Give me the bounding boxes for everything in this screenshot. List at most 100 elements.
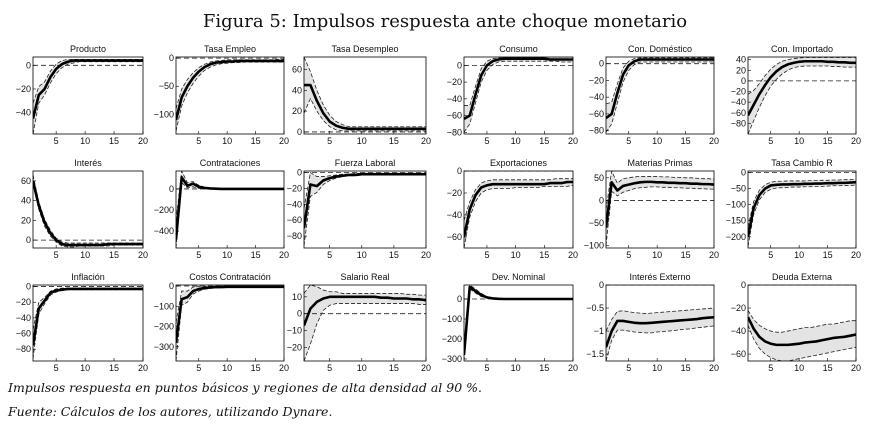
panel-consumo: Consumo 5 10 15 20 −80 −60 −40 −20 0 xyxy=(447,44,578,146)
x-tick-label: 5 xyxy=(54,250,59,260)
confidence-band xyxy=(33,288,143,359)
axes-frame xyxy=(175,170,285,249)
y-tick-label: −20 xyxy=(731,303,746,313)
y-tick-label: 40 xyxy=(292,85,302,95)
y-tick-label: −20 xyxy=(731,87,746,97)
mean-response-line xyxy=(176,59,284,121)
x-tick-label: 20 xyxy=(568,136,578,146)
x-tick-label: 15 xyxy=(539,363,549,373)
panel-title: Tasa Empleo xyxy=(204,44,256,54)
y-tick-label: 60 xyxy=(292,64,302,74)
panel-title: Interés xyxy=(74,158,102,168)
upper-bound-line xyxy=(176,171,284,221)
y-tick-label: −300 xyxy=(442,354,462,364)
x-tick-label: 20 xyxy=(138,363,148,373)
axes-frame xyxy=(747,56,857,135)
y-tick-label: −40 xyxy=(447,210,462,220)
y-tick-label: 0 xyxy=(599,280,604,290)
plot-area xyxy=(304,57,426,133)
y-tick-label: −40 xyxy=(731,326,746,336)
y-tick-label: −400 xyxy=(154,226,174,236)
x-tick-label: 20 xyxy=(851,250,861,260)
panel-title: Inflación xyxy=(71,272,105,282)
y-tick-label: −50 xyxy=(589,218,604,228)
y-tick-label: −40 xyxy=(447,94,462,104)
y-tick-label: −60 xyxy=(731,349,746,359)
mean-response-line xyxy=(304,295,426,326)
lower-bound-line xyxy=(748,325,856,361)
lower-bound-line xyxy=(33,289,143,359)
upper-bound-line xyxy=(748,57,856,95)
y-tick-label: −100 xyxy=(584,241,604,251)
lower-bound-line xyxy=(33,61,143,134)
lower-bound-line xyxy=(176,287,284,361)
x-tick-label: 5 xyxy=(768,363,773,373)
panel-title: Materias Primas xyxy=(627,158,693,168)
plot-area xyxy=(176,171,284,248)
confidence-band xyxy=(176,171,284,248)
mean-response-line xyxy=(33,180,143,247)
panel-title: Tasa Cambio R xyxy=(771,158,833,168)
y-tick-label: −0.5 xyxy=(586,303,604,313)
y-tick-label: 0 xyxy=(169,281,174,291)
lower-bound-line xyxy=(748,184,856,247)
y-tick-label: −10 xyxy=(287,326,302,336)
x-tick-label: 10 xyxy=(652,250,662,260)
y-tick-label: −20 xyxy=(589,75,604,85)
x-tick-label: 10 xyxy=(511,250,521,260)
panel-title: Producto xyxy=(70,44,106,54)
axes-frame xyxy=(605,170,715,249)
plot-area xyxy=(176,285,284,361)
caption-source: Fuente: Cálculos de los autores, utiliza… xyxy=(7,404,332,419)
y-tick-label: −50 xyxy=(731,184,746,194)
confidence-band xyxy=(304,172,426,246)
plot-area xyxy=(304,285,426,361)
axes-frame xyxy=(605,56,715,135)
lower-bound-line xyxy=(33,184,143,248)
y-tick-label: 0 xyxy=(741,280,746,290)
confidence-band xyxy=(304,57,426,131)
x-tick-label: 5 xyxy=(327,136,332,146)
mean-response-line xyxy=(464,285,573,356)
axes-frame xyxy=(463,170,574,249)
x-tick-label: 20 xyxy=(709,363,719,373)
plot-area xyxy=(606,285,714,361)
y-tick-label: −60 xyxy=(731,108,746,118)
x-tick-label: 20 xyxy=(279,250,289,260)
y-tick-label: 0 xyxy=(599,195,604,205)
x-tick-label: 20 xyxy=(279,363,289,373)
x-tick-label: 20 xyxy=(138,136,148,146)
y-tick-label: −100 xyxy=(154,109,174,119)
panel-title: Fuerza Laboral xyxy=(335,158,396,168)
x-tick-label: 20 xyxy=(851,136,861,146)
panel-title: Contrataciones xyxy=(200,158,261,168)
x-tick-label: 10 xyxy=(222,136,232,146)
y-tick-label: −1.5 xyxy=(586,349,604,359)
confidence-band xyxy=(464,178,573,248)
y-tick-label: 0 xyxy=(599,59,604,69)
x-tick-label: 5 xyxy=(54,363,59,373)
y-tick-label: −20 xyxy=(16,297,31,307)
y-tick-label: −100 xyxy=(726,200,746,210)
y-tick-label: 40 xyxy=(21,196,31,206)
y-tick-label: 60 xyxy=(21,176,31,186)
y-tick-label: 0 xyxy=(741,76,746,86)
y-tick-label: −20 xyxy=(287,183,302,193)
upper-bound-line xyxy=(464,57,573,106)
panel-title: Tasa Desempleo xyxy=(331,44,398,54)
x-tick-label: 20 xyxy=(568,250,578,260)
axes-frame xyxy=(747,170,857,249)
x-tick-label: 10 xyxy=(511,363,521,373)
mean-response-line xyxy=(464,180,573,238)
confidence-band xyxy=(464,57,573,133)
x-tick-label: 10 xyxy=(222,250,232,260)
y-tick-label: 0 xyxy=(457,60,462,70)
panel-producto: Producto 5 10 15 20 −40 −20 0 xyxy=(16,44,148,146)
y-tick-label: −100 xyxy=(442,314,462,324)
x-tick-label: 15 xyxy=(389,363,399,373)
x-tick-label: 5 xyxy=(626,363,631,373)
mean-response-line xyxy=(606,180,714,228)
x-tick-label: 15 xyxy=(539,250,549,260)
panel-title: Con. Importado xyxy=(771,44,833,54)
